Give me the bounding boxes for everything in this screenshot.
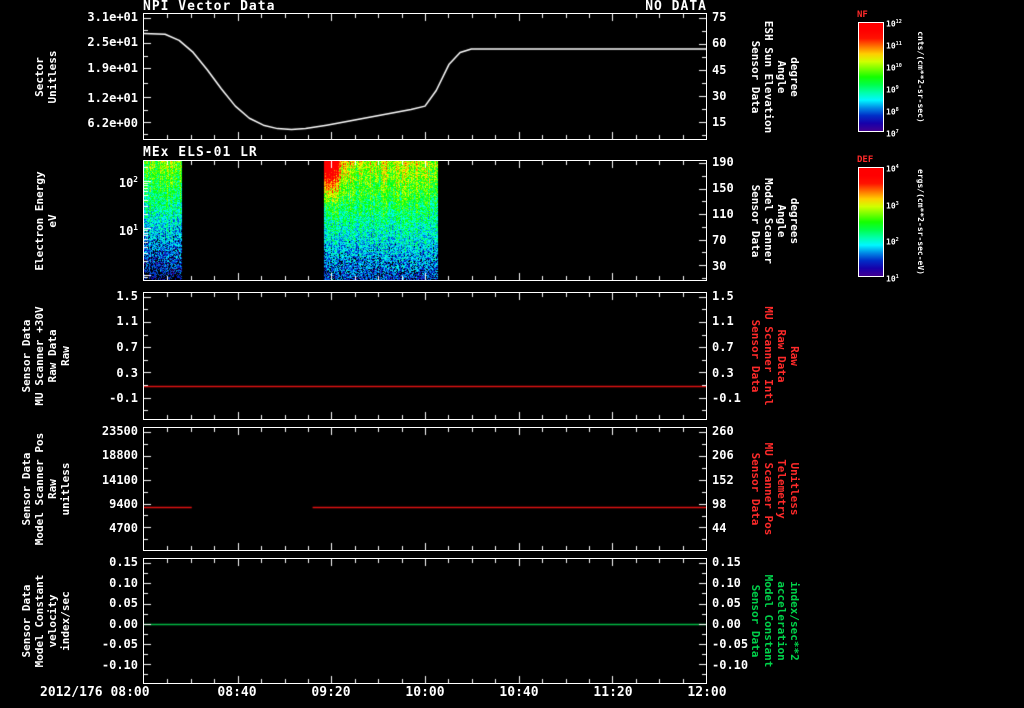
- no-data-label: NO DATA: [645, 0, 707, 14]
- colorbar-title: DEF: [857, 155, 874, 165]
- y-axis-left-tick-label: 0.05: [109, 596, 138, 611]
- y-axis-right-tick-label: 98: [712, 496, 727, 511]
- colorbar-nf: [858, 22, 884, 132]
- y-axis-left-tick-label: 4700: [109, 521, 138, 535]
- y-axis-right-tick-label: 0.15: [712, 555, 741, 570]
- panel-canvas-2: [144, 293, 706, 419]
- y-axis-right-tick-label: 1.5: [712, 288, 734, 303]
- plot-panel-4: [143, 558, 707, 684]
- y-axis-right-tick-label: 260: [712, 424, 734, 439]
- y-axis-left-tick-label: 3.1e+01: [87, 9, 138, 24]
- y-axis-left-tick-label: 1.2e+01: [87, 90, 138, 105]
- y-axis-left-tick-label: 0.00: [109, 616, 138, 631]
- y-axis-right-title: index/sec**2 acceleration Model Constant Se…: [749, 574, 801, 668]
- y-axis-left-tick-label: 2.5e+01: [87, 35, 138, 50]
- panel-canvas-0: [144, 14, 706, 139]
- y-axis-right-tick-label: 150: [712, 180, 734, 195]
- colorbar-tick-label: 101: [886, 274, 899, 284]
- colorbar-tick-label: 104: [886, 164, 899, 174]
- y-axis-left-tick-label: 0.7: [116, 340, 138, 355]
- y-axis-right-tick-label: 45: [712, 62, 727, 77]
- y-axis-left-tick-label: 0.10: [109, 575, 138, 590]
- y-axis-right-title: degree Angle ESH Sun Elevation Sensor Data: [749, 20, 801, 133]
- y-axis-right-tick-label: 0.3: [712, 365, 734, 380]
- y-axis-left-tick-label: 102: [118, 175, 138, 191]
- panel-canvas-3: [144, 428, 706, 550]
- y-axis-right-tick-label: 152: [712, 472, 734, 487]
- plot-panel-2: [143, 292, 707, 420]
- y-axis-right-tick-label: 15: [712, 115, 727, 130]
- y-axis-left-tick-label: 9400: [109, 496, 138, 511]
- y-axis-right-tick-label: 206: [712, 448, 734, 463]
- y-axis-right-tick-label: 0.05: [712, 596, 741, 611]
- y-axis-left-title: Sensor Data Model Constant velocity index/s…: [20, 574, 72, 668]
- y-axis-right-tick-label: 0.10: [712, 575, 741, 590]
- y-axis-right-tick-label: -0.05: [712, 637, 749, 652]
- x-axis-tick-label: 09:20: [311, 685, 351, 700]
- x-axis-tick-label: 11:20: [593, 685, 633, 700]
- colorbar-tick-label: 102: [886, 237, 899, 247]
- colorbar-tick-label: 103: [886, 200, 899, 211]
- y-axis-right-tick-label: -0.1: [712, 391, 741, 406]
- y-axis-right-tick-label: 70: [712, 233, 727, 248]
- y-axis-left-tick-label: 18800: [101, 448, 138, 463]
- colorbar-tick-label: 109: [886, 85, 899, 95]
- y-axis-right-tick-label: 0.00: [712, 616, 741, 631]
- panel-canvas-1: [144, 161, 706, 280]
- y-axis-right-tick-label: 60: [712, 36, 727, 51]
- y-axis-left-tick-label: 101: [118, 223, 138, 239]
- y-axis-right-tick-label: 30: [712, 89, 727, 104]
- y-axis-left-tick-label: 23500: [101, 423, 138, 438]
- y-axis-left-tick-label: 1.9e+01: [87, 60, 138, 75]
- plot-panel-1: [143, 160, 707, 281]
- panel-canvas-4: [144, 559, 706, 683]
- x-axis-tick-label: 10:40: [499, 685, 539, 700]
- y-axis-left-tick-label: 1.1: [116, 314, 138, 329]
- colorbar-unit-label: ergs/(cm**2-sr-sec-eV): [916, 169, 925, 275]
- y-axis-right-tick-label: -0.10: [712, 658, 749, 673]
- y-axis-left-tick-label: 0.15: [109, 555, 138, 570]
- y-axis-left-title: Sector Unitless: [33, 50, 59, 103]
- plot-panel-0: [143, 13, 707, 140]
- y-axis-right-tick-label: 44: [712, 521, 727, 536]
- y-axis-left-tick-label: 1.5: [116, 288, 138, 303]
- y-axis-left-tick-label: 0.3: [116, 365, 138, 380]
- y-axis-right-tick-label: 30: [712, 259, 727, 274]
- x-axis-tick-label: 12:00: [687, 685, 727, 700]
- colorbar-def: [858, 167, 884, 277]
- colorbar-tick-label: 1011: [886, 41, 902, 51]
- colorbar-tick-label: 1010: [886, 63, 902, 73]
- y-axis-left-tick-label: -0.1: [109, 391, 138, 406]
- y-axis-right-tick-label: 110: [712, 206, 734, 221]
- y-axis-left-tick-label: -0.10: [101, 658, 138, 673]
- y-axis-left-tick-label: 14100: [101, 472, 138, 487]
- y-axis-left-tick-label: -0.05: [101, 637, 138, 652]
- y-axis-right-tick-label: 0.7: [712, 340, 734, 355]
- colorbar-tick-label: 108: [886, 107, 899, 117]
- y-axis-right-tick-label: 1.1: [712, 314, 734, 329]
- colorbar-tick-label: 1012: [886, 19, 902, 29]
- colorbar-unit-label: cnts/(cm**2-sr-sec): [916, 31, 925, 123]
- colorbar-tick-label: 107: [886, 129, 899, 139]
- x-axis-tick-label: 08:40: [217, 685, 257, 700]
- x-axis-date-label: 2012/176 08:00: [40, 685, 150, 700]
- y-axis-right-tick-label: 75: [712, 9, 727, 24]
- y-axis-left-tick-label: 6.2e+00: [87, 115, 138, 130]
- colorbar-title: NF: [857, 10, 868, 20]
- x-axis-tick-label: 10:00: [405, 685, 445, 700]
- panel-npi-title: NPI Vector Data: [143, 0, 276, 14]
- plot-panel-3: [143, 427, 707, 551]
- panel-els-title: MEx ELS-01 LR: [143, 145, 258, 160]
- y-axis-right-tick-label: 190: [712, 154, 734, 169]
